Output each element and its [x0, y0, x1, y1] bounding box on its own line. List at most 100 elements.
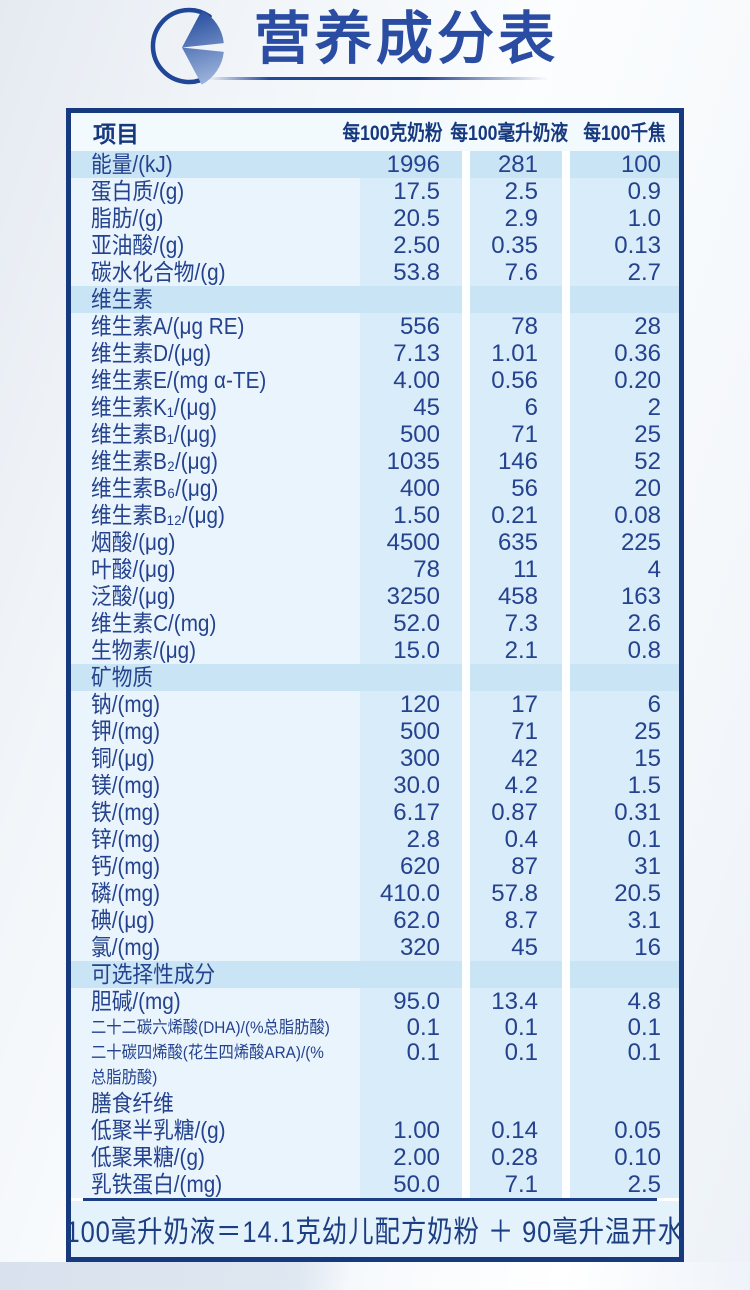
- section-row: 维生素: [71, 286, 679, 313]
- row-label: 泛酸/(μg): [71, 583, 360, 610]
- row-value-per-100ml-liquid: 0.1: [470, 1015, 562, 1040]
- section-row: 可选择性成分: [71, 961, 679, 988]
- row-value-per-100kj: [570, 1090, 679, 1117]
- table-row: 二十碳四烯酸(花生四烯酸ARA)/(%总脂肪酸) 0.1 0.1 0.1: [71, 1040, 679, 1090]
- table-row: 锌/(mg) 2.8 0.4 0.1: [71, 826, 679, 853]
- table-header-row: 项目 每100克奶粉 每100毫升奶液 每100千焦: [71, 113, 679, 151]
- row-value-per-100g-powder: 62.0: [360, 907, 462, 934]
- row-value-per-100ml-liquid: 0.56: [470, 367, 562, 394]
- row-value-per-100kj: 1.5: [570, 772, 679, 799]
- row-label: 维生素A/(μg RE): [71, 313, 360, 340]
- table-row: 能量/(kJ) 1996 281 100: [71, 151, 679, 178]
- row-value-per-100kj: 4.8: [570, 988, 679, 1015]
- table-row: 膳食纤维: [71, 1090, 679, 1117]
- table-row: 叶酸/(μg) 78 11 4: [71, 556, 679, 583]
- row-value-per-100kj: 20.5: [570, 880, 679, 907]
- row-label: 矿物质: [71, 664, 360, 691]
- row-value-per-100ml-liquid: 635: [470, 529, 562, 556]
- row-value-per-100g-powder: 620: [360, 853, 462, 880]
- row-value-per-100g-powder: 15.0: [360, 637, 462, 664]
- table-row: 铁/(mg) 6.17 0.87 0.31: [71, 799, 679, 826]
- table-body: 能量/(kJ) 1996 281 100 蛋白质/(g) 17.5 2.5 0.9 脂肪/(g)…: [71, 151, 679, 1198]
- row-value-per-100g-powder: 1.50: [360, 502, 462, 529]
- table-row: 生物素/(μg) 15.0 2.1 0.8: [71, 637, 679, 664]
- row-label: 锌/(mg): [71, 826, 360, 853]
- row-value-per-100ml-liquid: [470, 1090, 562, 1117]
- row-value-per-100ml-liquid: 87: [470, 853, 562, 880]
- row-label: 亚油酸/(g): [71, 232, 360, 259]
- row-value-per-100ml-liquid: 0.14: [470, 1117, 562, 1144]
- row-value-per-100ml-liquid: 1.01: [470, 340, 562, 367]
- row-label: 镁/(mg): [71, 772, 360, 799]
- row-value-per-100g-powder: 320: [360, 934, 462, 961]
- row-value-per-100ml-liquid: [470, 664, 562, 691]
- row-value-per-100kj: 2.7: [570, 259, 679, 286]
- row-value-per-100g-powder: [360, 664, 462, 691]
- row-value-per-100ml-liquid: 6: [470, 394, 562, 421]
- row-value-per-100g-powder: 120: [360, 691, 462, 718]
- pie-chart-icon: [150, 7, 224, 85]
- title-bar: 营养成分表: [0, 0, 750, 108]
- row-value-per-100kj: 225: [570, 529, 679, 556]
- row-value-per-100kj: 0.8: [570, 637, 679, 664]
- row-label: 生物素/(μg): [71, 637, 360, 664]
- row-value-per-100kj: 20: [570, 475, 679, 502]
- row-value-per-100kj: 0.08: [570, 502, 679, 529]
- row-value-per-100g-powder: 4500: [360, 529, 462, 556]
- table-row: 维生素B₆/(μg) 400 56 20: [71, 475, 679, 502]
- row-value-per-100g-powder: 53.8: [360, 259, 462, 286]
- row-label: 铜/(μg): [71, 745, 360, 772]
- row-label: 可选择性成分: [71, 961, 360, 988]
- table-row: 维生素B₁₂/(μg) 1.50 0.21 0.08: [71, 502, 679, 529]
- row-value-per-100kj: 3.1: [570, 907, 679, 934]
- row-value-per-100kj: 0.1: [570, 1015, 679, 1040]
- row-value-per-100ml-liquid: 56: [470, 475, 562, 502]
- row-value-per-100ml-liquid: 8.7: [470, 907, 562, 934]
- row-value-per-100ml-liquid: 146: [470, 448, 562, 475]
- row-value-per-100ml-liquid: [470, 961, 562, 988]
- row-value-per-100ml-liquid: 0.1: [470, 1040, 562, 1090]
- row-label: 碘/(μg): [71, 907, 360, 934]
- row-value-per-100ml-liquid: 7.1: [470, 1171, 562, 1198]
- table-row: 泛酸/(μg) 3250 458 163: [71, 583, 679, 610]
- row-value-per-100kj: 16: [570, 934, 679, 961]
- row-label: 维生素: [71, 286, 360, 313]
- row-value-per-100ml-liquid: 0.28: [470, 1144, 562, 1171]
- row-value-per-100g-powder: 45: [360, 394, 462, 421]
- row-label: 低聚半乳糖/(g): [71, 1117, 360, 1144]
- row-value-per-100ml-liquid: 2.5: [470, 178, 562, 205]
- table-row: 胆碱/(mg) 95.0 13.4 4.8: [71, 988, 679, 1015]
- row-value-per-100ml-liquid: 11: [470, 556, 562, 583]
- row-label: 碳水化合物/(g): [71, 259, 360, 286]
- row-value-per-100g-powder: [360, 961, 462, 988]
- row-value-per-100g-powder: 50.0: [360, 1171, 462, 1198]
- row-label: 脂肪/(g): [71, 205, 360, 232]
- row-value-per-100g-powder: 500: [360, 718, 462, 745]
- row-label: 维生素K₁/(μg): [71, 394, 360, 421]
- row-value-per-100g-powder: 2.50: [360, 232, 462, 259]
- row-value-per-100ml-liquid: 71: [470, 718, 562, 745]
- row-value-per-100g-powder: 6.17: [360, 799, 462, 826]
- row-value-per-100ml-liquid: 2.9: [470, 205, 562, 232]
- row-value-per-100kj: 2: [570, 394, 679, 421]
- row-value-per-100ml-liquid: 71: [470, 421, 562, 448]
- row-label: 磷/(mg): [71, 880, 360, 907]
- row-value-per-100ml-liquid: 13.4: [470, 988, 562, 1015]
- table-row: 乳铁蛋白/(mg) 50.0 7.1 2.5: [71, 1171, 679, 1198]
- row-label: 烟酸/(μg): [71, 529, 360, 556]
- row-value-per-100kj: 52: [570, 448, 679, 475]
- row-value-per-100kj: 2.5: [570, 1171, 679, 1198]
- table-row: 维生素C/(mg) 52.0 7.3 2.6: [71, 610, 679, 637]
- row-value-per-100g-powder: [360, 1090, 462, 1117]
- column-header-per-100ml-liquid: 每100毫升奶液: [450, 122, 569, 145]
- row-value-per-100kj: 28: [570, 313, 679, 340]
- row-value-per-100kj: [570, 961, 679, 988]
- table-row: 维生素D/(μg) 7.13 1.01 0.36: [71, 340, 679, 367]
- row-value-per-100kj: 0.31: [570, 799, 679, 826]
- table-row: 镁/(mg) 30.0 4.2 1.5: [71, 772, 679, 799]
- row-value-per-100ml-liquid: 458: [470, 583, 562, 610]
- table-row: 低聚果糖/(g) 2.00 0.28 0.10: [71, 1144, 679, 1171]
- row-value-per-100g-powder: 95.0: [360, 988, 462, 1015]
- footnote-divider: [83, 1198, 657, 1201]
- row-label: 蛋白质/(g): [71, 178, 360, 205]
